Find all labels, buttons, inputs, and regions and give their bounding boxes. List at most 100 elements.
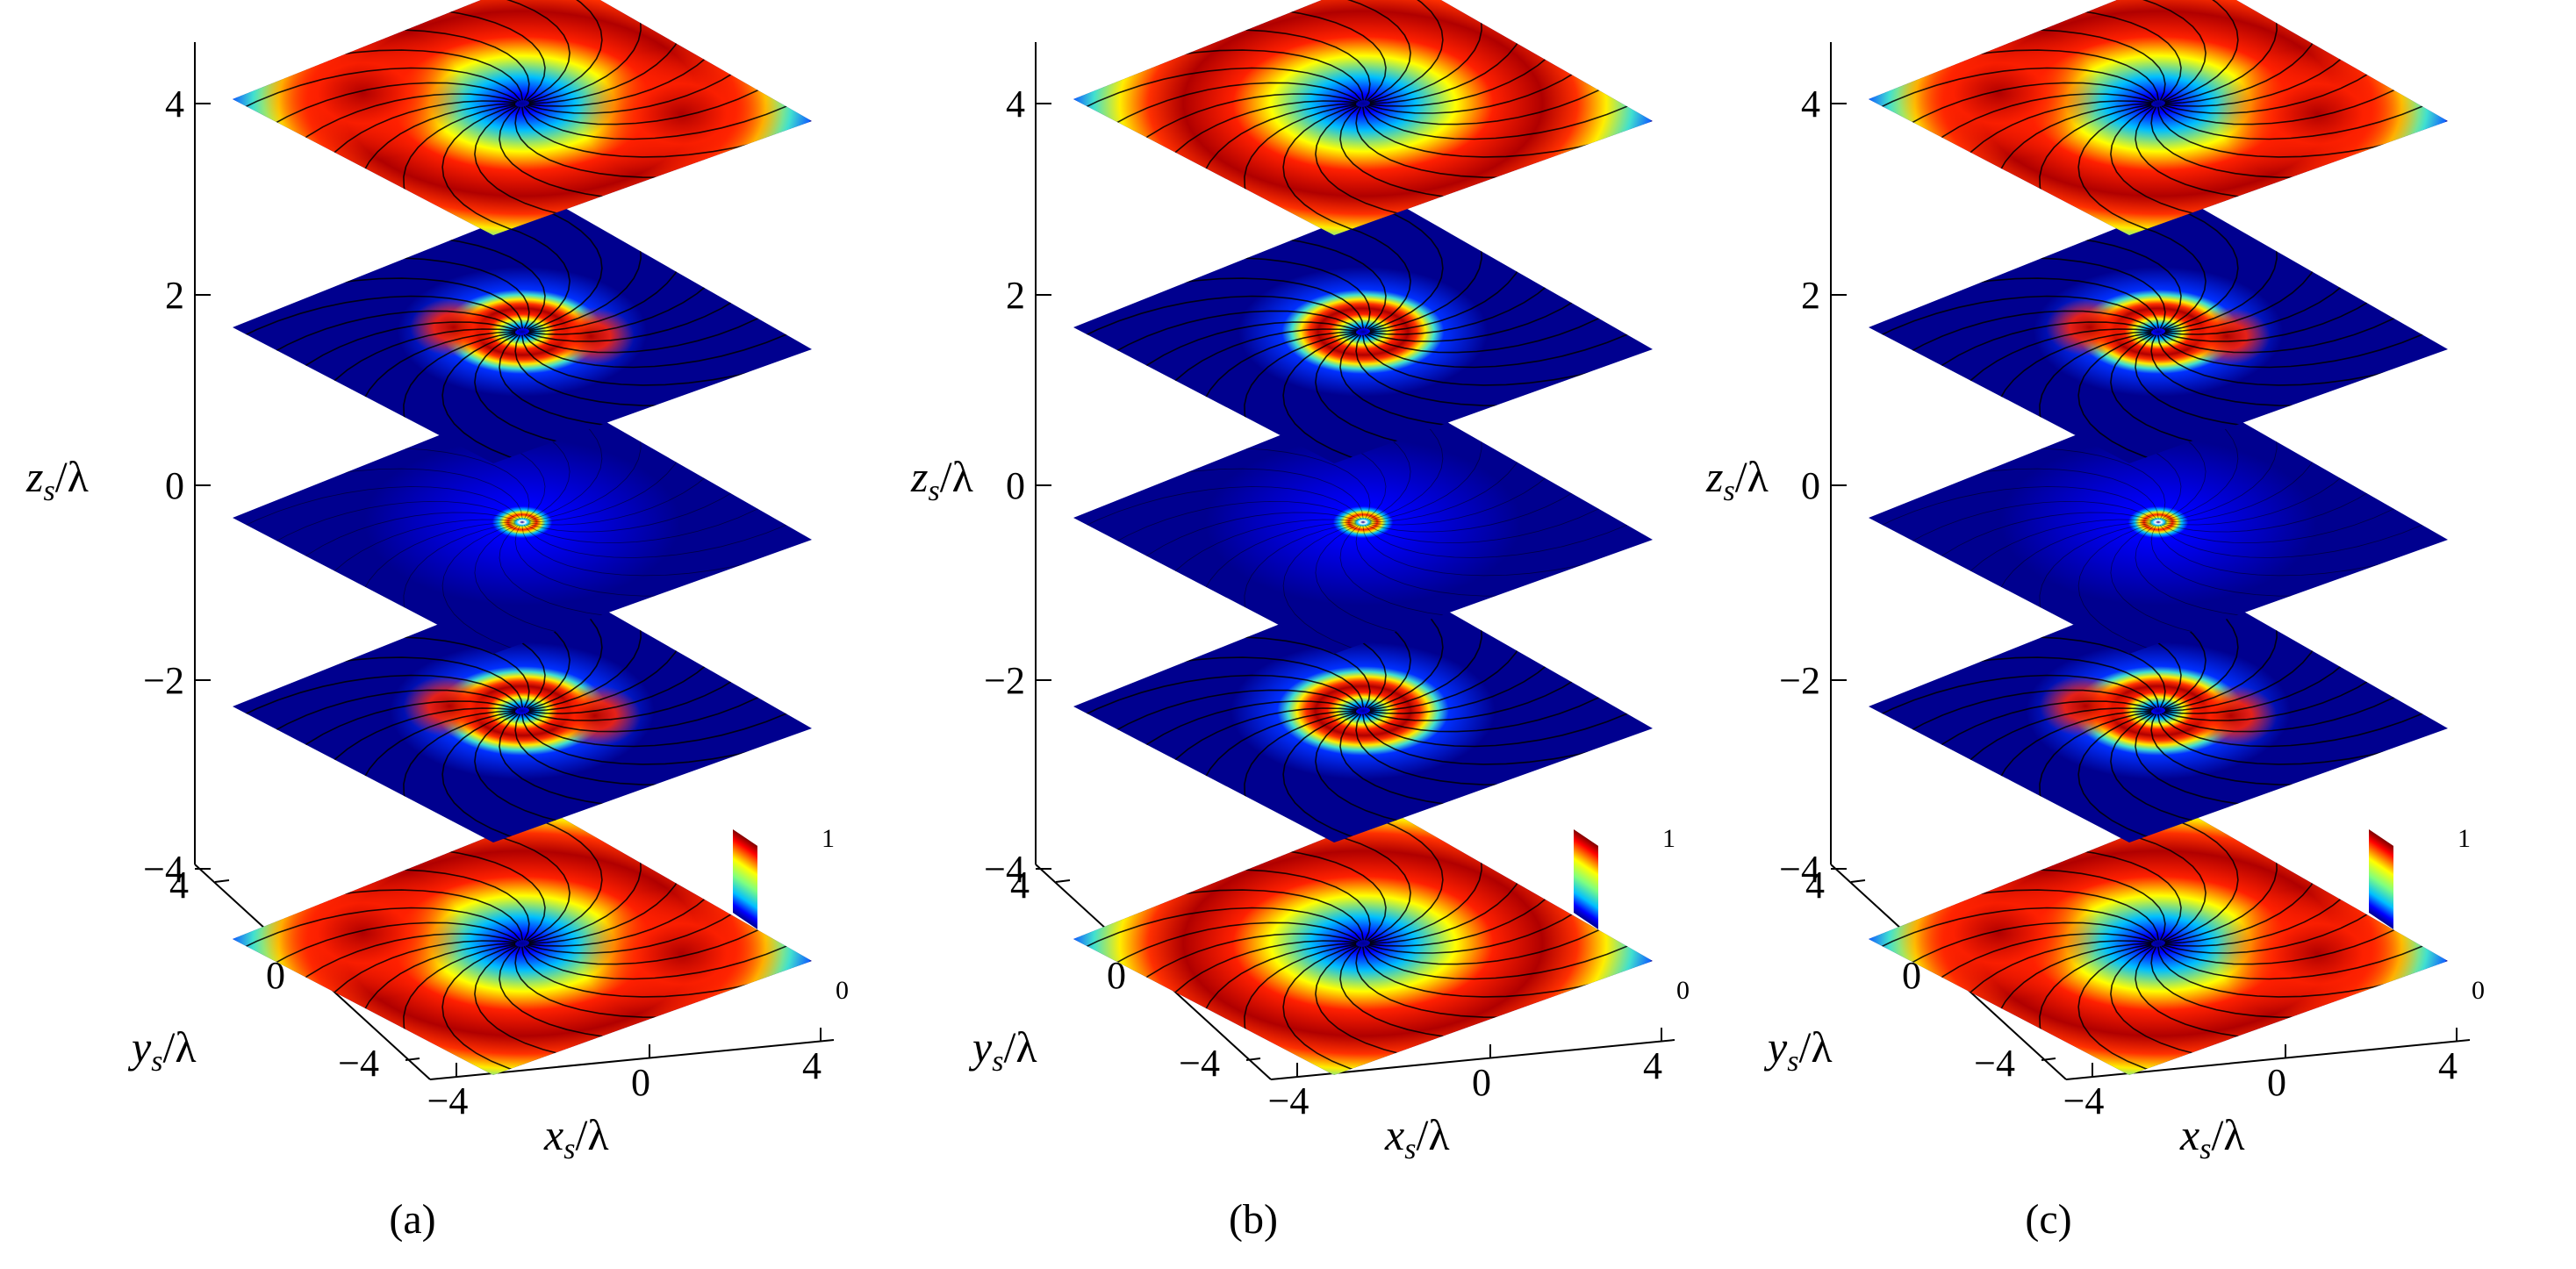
x-axis-label: xs/λ — [543, 1110, 609, 1165]
y-tick-label: 4 — [169, 864, 189, 907]
intensity-ring — [1205, 439, 1521, 606]
colorbar — [2369, 829, 2393, 929]
streamline — [233, 907, 521, 976]
streamline — [1305, 0, 1444, 103]
streamline — [233, 486, 521, 554]
streamline — [2164, 0, 2322, 104]
colorbar-min-label: 0 — [2472, 976, 2485, 1005]
streamline — [1282, 104, 1421, 235]
z-tick-label: 0 — [1801, 464, 1820, 507]
x-axis-label: xs/λ — [1384, 1110, 1450, 1165]
y-tick-label: −4 — [1179, 1042, 1220, 1085]
intensity-lobe — [2216, 47, 2419, 182]
y-axis-label: ys/λ — [1763, 1022, 1833, 1078]
y-tick-mark — [214, 879, 230, 883]
z-tick-label: 0 — [165, 464, 184, 507]
field-slice — [1073, 579, 1653, 842]
field-slice — [233, 579, 812, 842]
y-tick-mark — [1055, 879, 1071, 883]
x-tick-label: 4 — [802, 1044, 822, 1087]
z-tick-label: 4 — [1801, 82, 1820, 125]
z-tick-label: 4 — [1006, 82, 1025, 125]
streamline — [1869, 486, 2157, 554]
streamline — [528, 0, 686, 104]
streamline — [2077, 712, 2216, 842]
streamline — [233, 295, 521, 364]
streamline — [1282, 712, 1421, 842]
y-axis-label: ys/λ — [127, 1022, 197, 1078]
x-tick-label: 4 — [2438, 1044, 2458, 1087]
y-tick-label: 0 — [1107, 954, 1126, 997]
colorbar-max-label: 1 — [822, 824, 835, 853]
streamline — [2077, 944, 2216, 1075]
y-tick-label: 0 — [266, 954, 285, 997]
intensity-ring — [1231, 642, 1496, 780]
z-tick-label: −2 — [984, 659, 1025, 702]
z-tick-label: −4 — [1779, 848, 1820, 891]
z-axis-label: zs/λ — [1705, 452, 1769, 507]
intensity-ring — [2000, 439, 2316, 606]
streamline — [1282, 523, 1421, 654]
streamline — [1073, 907, 1362, 976]
panel-a: 420−2−440−4−4 0 4zs/λys/λxs/λ10(a) — [25, 0, 849, 1243]
streamline — [2100, 0, 2239, 103]
z-axis-label: zs/λ — [25, 452, 89, 507]
streamline — [441, 333, 580, 463]
streamline — [441, 104, 580, 235]
intensity-lobe — [410, 298, 498, 357]
y-tick-mark — [405, 1058, 420, 1061]
streamline — [1369, 0, 1482, 104]
field-slice — [233, 0, 812, 235]
colorbar-gradient — [733, 829, 757, 929]
streamline — [2013, 0, 2206, 102]
streamline — [528, 0, 642, 104]
streamline — [1073, 67, 1362, 136]
streamline — [1282, 944, 1421, 1075]
panel-caption: (c) — [2025, 1196, 2071, 1243]
streamline — [441, 523, 580, 654]
streamline — [1869, 295, 2157, 364]
streamline — [1073, 486, 1362, 554]
intensity-lobe — [1898, 865, 2100, 1000]
y-tick-mark — [2041, 1058, 2056, 1061]
streamline — [464, 0, 603, 103]
intensity-lobe — [262, 25, 464, 161]
field-slice — [1869, 0, 2448, 235]
x-tick-label: −4 — [427, 1079, 469, 1122]
intensity-lobe — [2183, 306, 2271, 366]
y-tick-label: −4 — [1974, 1042, 2015, 1085]
colorbar-gradient — [2369, 829, 2393, 929]
streamline — [2077, 523, 2216, 654]
x-tick-label: −4 — [2063, 1079, 2105, 1122]
z-tick-label: 2 — [165, 274, 184, 317]
y-tick-label: 4 — [1805, 864, 1825, 907]
streamline — [441, 944, 580, 1075]
streamline — [1369, 0, 1527, 104]
y-tick-mark — [1850, 879, 1866, 883]
field-slice — [1073, 391, 1653, 654]
streamline — [1869, 907, 2157, 976]
y-tick-label: −4 — [338, 1042, 379, 1085]
x-tick-label: 0 — [631, 1061, 650, 1104]
streamline — [1869, 67, 2157, 136]
x-tick-label: 0 — [1472, 1061, 1491, 1104]
field-slice — [1869, 391, 2448, 654]
z-axis-label: zs/λ — [910, 452, 973, 507]
y-tick-mark — [1245, 1058, 1261, 1061]
field-slice — [1073, 200, 1653, 463]
field-slice — [1869, 579, 2448, 842]
x-axis-label: xs/λ — [2179, 1110, 2245, 1165]
y-tick-label: 4 — [1010, 864, 1030, 907]
intensity-lobe — [2046, 298, 2134, 357]
streamline — [377, 0, 570, 102]
panel-caption: (a) — [389, 1196, 435, 1243]
z-tick-label: 2 — [1801, 274, 1820, 317]
z-tick-label: −4 — [143, 848, 184, 891]
z-tick-label: −4 — [984, 848, 1025, 891]
intensity-lobe — [1898, 25, 2100, 161]
panel-caption: (b) — [1229, 1196, 1278, 1243]
field-slice — [233, 200, 812, 463]
intensity-lobe — [580, 47, 783, 182]
z-tick-label: 0 — [1006, 464, 1025, 507]
